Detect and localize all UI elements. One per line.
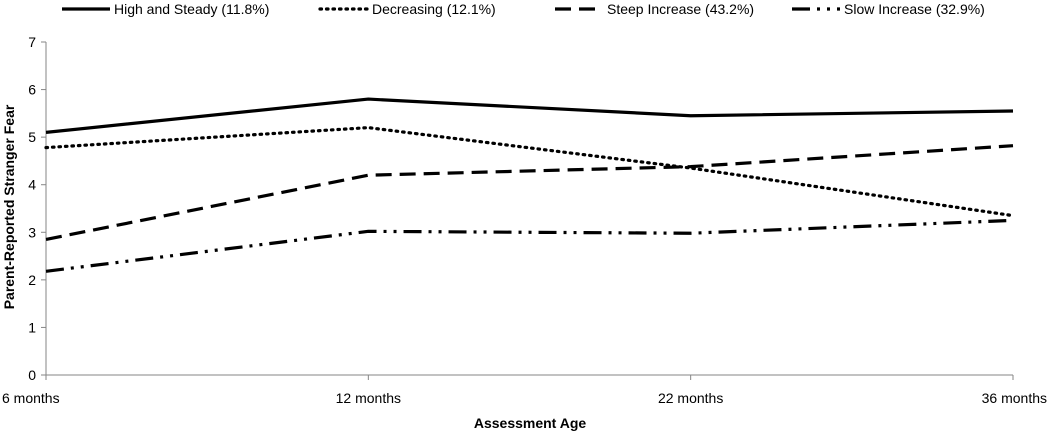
legend-label-4: Slow Increase (32.9%) bbox=[844, 1, 985, 17]
series-line-3 bbox=[45, 144, 1014, 241]
y-tick-label: 2 bbox=[28, 272, 36, 288]
legend-label-1: High and Steady (11.8%) bbox=[114, 1, 269, 17]
y-tick-label: 1 bbox=[28, 319, 36, 335]
y-tick-label: 0 bbox=[28, 367, 36, 383]
x-tick-label: 12 months bbox=[336, 390, 401, 406]
series-line-4 bbox=[45, 218, 1014, 273]
y-tick-label: 5 bbox=[28, 129, 36, 145]
x-axis-ticks: 6 months 12 months 22 months 36 months bbox=[2, 375, 1047, 406]
legend-label-3: Steep Increase (43.2%) bbox=[607, 1, 754, 17]
legend-label-2: Decreasing (12.1%) bbox=[372, 1, 496, 17]
legend: High and Steady (11.8%) Decreasing (12.1%… bbox=[62, 1, 985, 17]
series-line-1 bbox=[45, 97, 1014, 134]
y-tick-label: 6 bbox=[28, 82, 36, 98]
x-tick-label: 22 months bbox=[658, 390, 723, 406]
x-tick-label: 36 months bbox=[982, 390, 1047, 406]
y-tick-label: 7 bbox=[28, 34, 36, 50]
series-lines bbox=[44, 97, 1015, 273]
y-tick-label: 3 bbox=[28, 224, 36, 240]
y-axis-title: Parent-Reported Stranger Fear bbox=[1, 104, 17, 309]
series-line-2 bbox=[44, 126, 1015, 218]
y-axis-ticks: 0 1 2 3 4 5 6 7 bbox=[28, 34, 46, 383]
x-axis-title: Assessment Age bbox=[474, 415, 587, 431]
x-tick-label: 6 months bbox=[2, 390, 60, 406]
y-tick-label: 4 bbox=[28, 177, 36, 193]
